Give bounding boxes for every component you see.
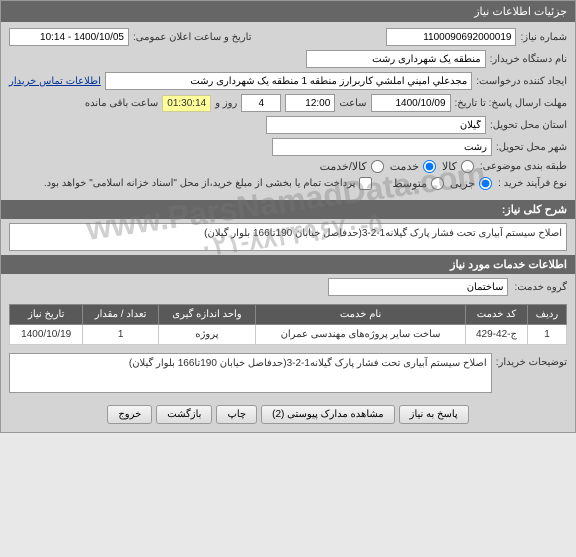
table-header: ردیف [527,305,566,325]
buy-minor-radio[interactable]: جزیی [450,177,494,190]
announce-input[interactable] [9,28,129,46]
deadline-date-input[interactable] [371,94,451,112]
cat-kala-radio[interactable]: کالا [442,160,476,173]
need-desc-box: اصلاح سیستم آبیاری تحت فشار پارک گیلانه1… [9,223,567,251]
days-input[interactable] [241,94,281,112]
city-input[interactable] [272,138,492,156]
time-label: ساعت [339,98,366,109]
buy-medium-radio[interactable]: متوسط [392,177,446,190]
remain-label: ساعت باقی مانده [85,98,158,109]
contact-link[interactable]: اطلاعات تماس خریدار [9,76,101,87]
requester-label: ایجاد کننده درخواست: [476,76,567,87]
group-input[interactable] [328,278,508,296]
need-desc-title: شرح کلی نیاز: [1,200,575,219]
reply-button[interactable]: پاسخ به نیاز [399,405,469,424]
header-title: جزئیات اطلاعات نیاز [1,1,575,22]
pay-checkbox[interactable] [359,177,372,190]
deadline-time-input[interactable] [285,94,335,112]
need-no-input[interactable] [386,28,516,46]
deadline-label: مهلت ارسال پاسخ: تا تاریخ: [455,98,567,109]
table-header: تاریخ نیاز [10,305,83,325]
table-header: کد خدمت [465,305,527,325]
group-label: گروه خدمت: [514,282,567,293]
attachments-button[interactable]: مشاهده مدارک پیوستی (2) [261,405,395,424]
city-label: شهر محل تحویل: [496,142,567,153]
print-button[interactable]: چاپ [216,405,257,424]
service-info-title: اطلاعات خدمات مورد نیاز [1,255,575,274]
service-table: ردیفکد خدمتنام خدمتواحد اندازه گیریتعداد… [9,304,567,345]
buyer-notes-label: توضیحات خریدار: [496,353,567,368]
province-input[interactable] [266,116,486,134]
table-header: تعداد / مقدار [83,305,158,325]
buyer-org-label: نام دستگاه خریدار: [490,54,567,65]
back-button[interactable]: بازگشت [156,405,212,424]
table-header: واحد اندازه گیری [158,305,255,325]
province-label: استان محل تحویل: [490,120,567,131]
table-header: نام خدمت [256,305,466,325]
requester-input[interactable] [105,72,472,90]
cat-service-radio[interactable]: خدمت [390,160,438,173]
announce-label: تاریخ و ساعت اعلان عمومی: [133,32,252,43]
need-no-label: شماره نیاز: [520,32,567,43]
buyer-notes-box: اصلاح سیستم آبیاری تحت فشار پارک گیلانه1… [9,353,492,393]
remain-time: 01:30:14 [162,95,211,112]
buyer-org-input[interactable] [306,50,486,68]
days-suffix: روز و [215,98,237,109]
cat-both-radio[interactable]: کالا/خدمت [320,160,386,173]
exit-button[interactable]: خروج [107,405,152,424]
category-label: طبقه بندی موضوعی: [480,161,567,172]
pay-note: پرداخت تمام یا بخشی از مبلغ خرید،از محل … [44,178,356,189]
buy-type-label: نوع فرآیند خرید : [498,178,567,189]
table-row: 1ج-42-429ساخت سایر پروژه‌های مهندسی عمرا… [10,325,567,345]
